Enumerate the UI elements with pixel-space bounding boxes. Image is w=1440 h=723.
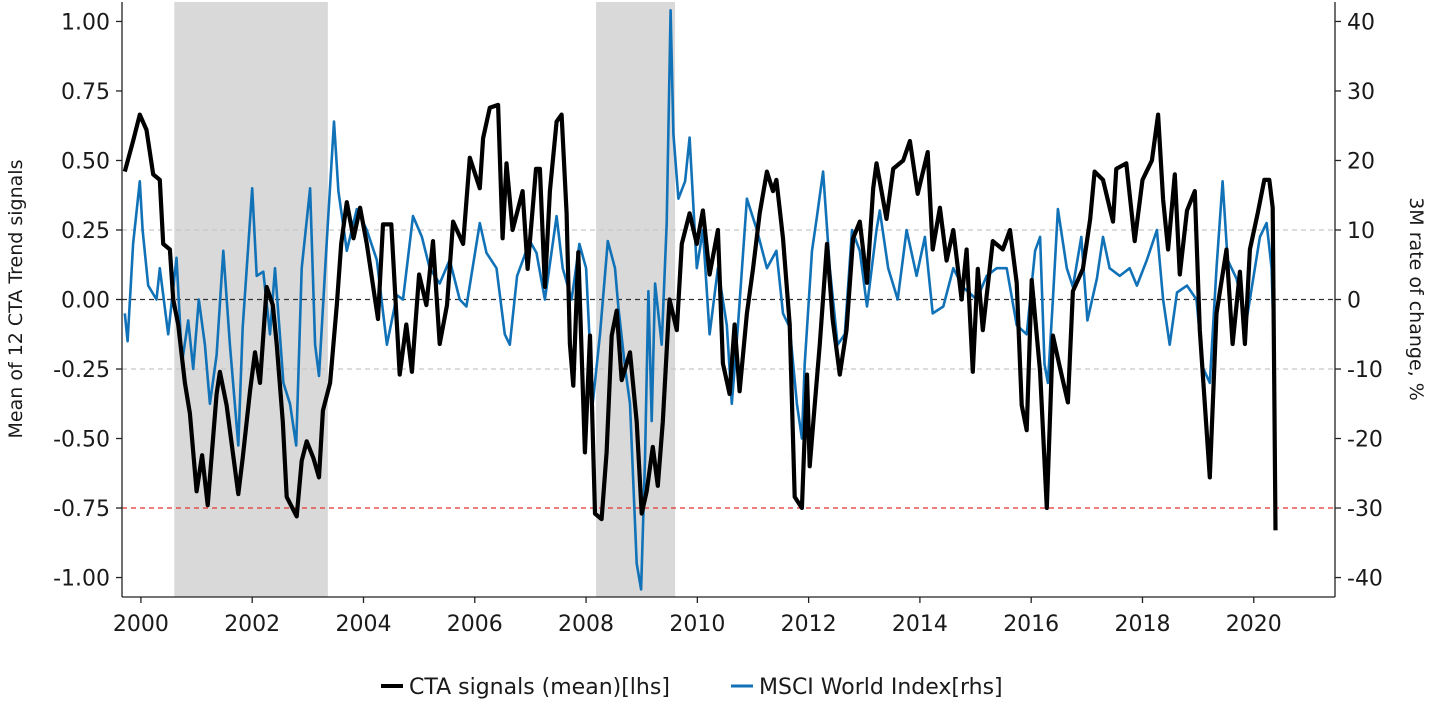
y-right-tick-label: 30: [1347, 80, 1375, 105]
y-right-tick-label: -10: [1347, 358, 1383, 383]
x-tick-label: 2000: [113, 612, 169, 637]
x-tick-label: 2016: [1003, 612, 1059, 637]
y-right-tick-label: -30: [1347, 497, 1383, 522]
y-right-tick-label: 40: [1347, 10, 1375, 35]
x-tick-label: 2006: [447, 612, 503, 637]
y-right-tick-label: -20: [1347, 428, 1383, 453]
y-left-tick-label: -0.50: [53, 428, 110, 453]
y-left-tick-label: 0.00: [61, 289, 110, 314]
series-line-msci-world: [123, 9, 1276, 591]
y-left-tick-label: 0.50: [61, 149, 110, 174]
x-tick-label: 2010: [669, 612, 725, 637]
y-left-tick-label: 0.25: [61, 219, 110, 244]
y-axis-left-label: Mean of 12 CTA Trend signals: [5, 160, 27, 439]
x-tick-label: 2014: [892, 612, 948, 637]
y-axis-right-label: 3M rate of change, %: [1405, 197, 1427, 401]
x-tick-label: 2004: [335, 612, 391, 637]
y-left-tick-label: -0.25: [53, 358, 110, 383]
y-left-tick-label: -0.75: [53, 497, 110, 522]
x-tick-label: 2018: [1114, 612, 1170, 637]
y-left-tick-label: 1.00: [61, 10, 110, 35]
series-lines: [122, 9, 1278, 591]
legend-label-cta: CTA signals (mean)[lhs]: [409, 675, 670, 700]
y-right-tick-label: -40: [1347, 567, 1383, 592]
x-tick-label: 2012: [781, 612, 837, 637]
legend: CTA signals (mean)[lhs] MSCI World Index…: [381, 675, 1003, 700]
legend-label-msci: MSCI World Index[rhs]: [759, 675, 1003, 700]
y-left-tick-label: 0.75: [61, 80, 110, 105]
x-tick-label: 2020: [1226, 612, 1282, 637]
y-right-tick-label: 0: [1347, 289, 1361, 314]
y-left-tick-label: -1.00: [53, 567, 110, 592]
series-line-cta-signals: [122, 102, 1278, 531]
y-right-tick-label: 10: [1347, 219, 1375, 244]
axes: -1.00 -0.75 -0.50 -0.25 0.00 0.25 0.50 0.75 1.00…: [53, 2, 1383, 637]
y-right-tick-label: 20: [1347, 149, 1375, 174]
x-tick-label: 2002: [224, 612, 280, 637]
x-tick-label: 2008: [558, 612, 614, 637]
